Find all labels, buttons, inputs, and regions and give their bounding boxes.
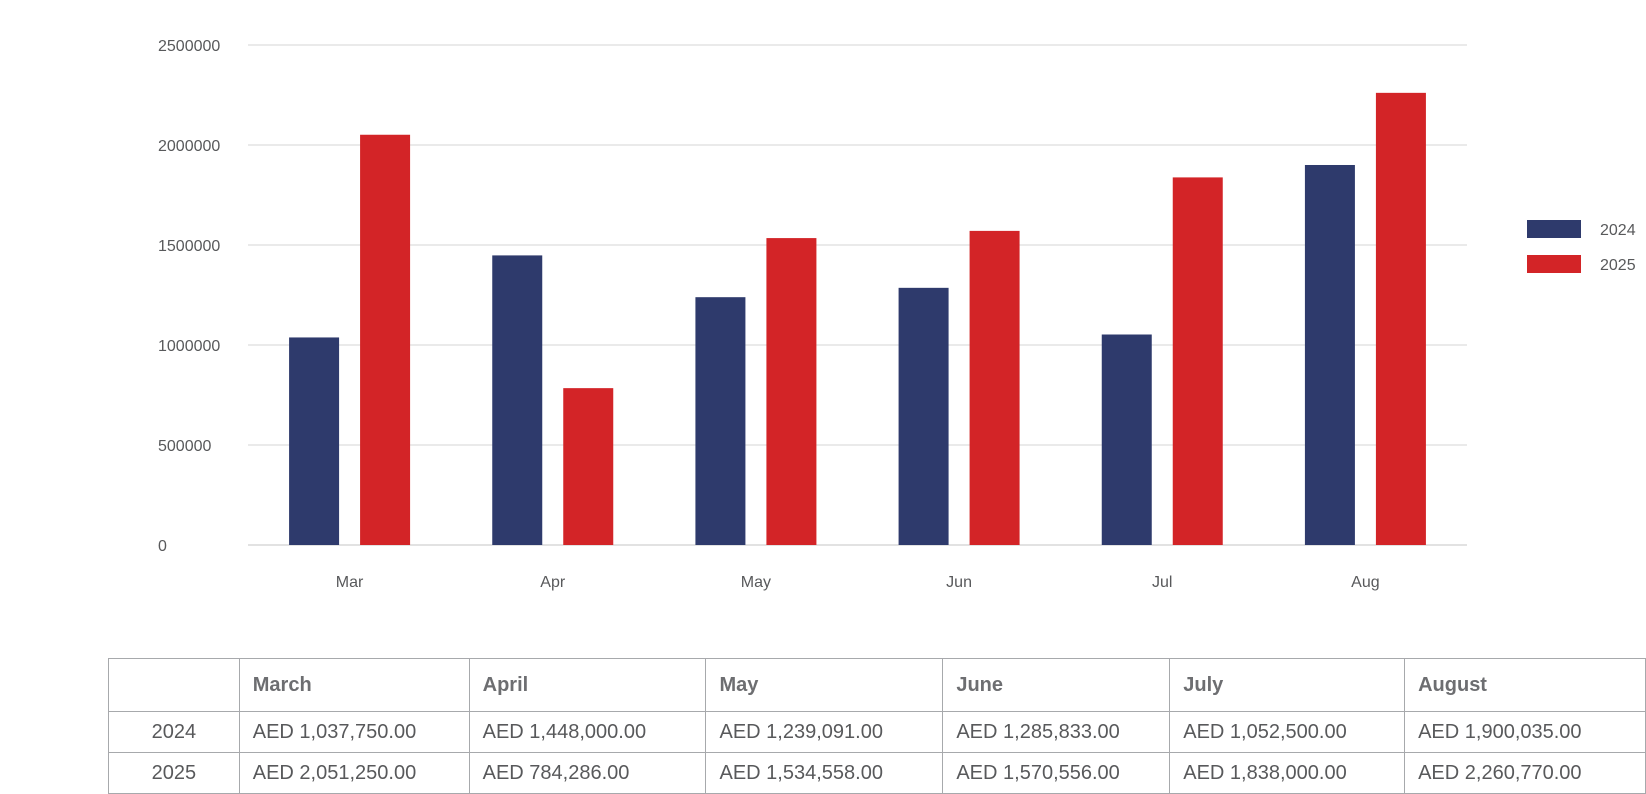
x-tick-label: Apr: [540, 574, 566, 591]
row-year: 2024: [108, 711, 240, 753]
table-cell: AED 784,286.00: [468, 752, 707, 794]
x-tick-label: Mar: [336, 574, 364, 591]
header-june: June: [942, 658, 1171, 712]
x-tick-label: Aug: [1351, 574, 1379, 591]
bar-chart: 2500000 2000000 1500000 1000000 500000 0 Mar A…: [158, 38, 1636, 591]
y-tick-label: 2500000: [158, 38, 220, 55]
table-row: 2024 AED 1,037,750.00 AED 1,448,000.00 A…: [108, 711, 1646, 753]
table-cell: AED 1,534,558.00: [705, 752, 944, 794]
bar-2025-apr: [563, 388, 614, 545]
bar-2024-jun: [898, 287, 949, 545]
bar-2025-mar: [360, 134, 411, 545]
header-august: August: [1404, 658, 1646, 712]
gridlines: [248, 44, 1467, 546]
y-tick-label: 0: [158, 538, 167, 555]
bars: [289, 92, 1426, 546]
table-cell: AED 1,448,000.00: [468, 711, 707, 753]
table-cell: AED 1,900,035.00: [1404, 711, 1646, 753]
legend-label-2025: 2025: [1600, 257, 1636, 274]
bar-2024-mar: [289, 337, 340, 545]
bar-2025-jun: [969, 230, 1020, 545]
table-cell: AED 1,285,833.00: [942, 711, 1171, 753]
header-may: May: [705, 658, 944, 712]
y-tick-label: 2000000: [158, 138, 220, 155]
bar-2025-aug: [1375, 92, 1426, 545]
y-axis: 2500000 2000000 1500000 1000000 500000 0: [158, 38, 220, 555]
y-tick-label: 500000: [158, 438, 211, 455]
table-cell: AED 1,052,500.00: [1169, 711, 1406, 753]
data-table: March April May June July August 2024 AE…: [108, 658, 1646, 794]
header-march: March: [238, 658, 470, 712]
x-tick-label: Jul: [1152, 574, 1172, 591]
table-cell: AED 2,260,770.00: [1404, 752, 1646, 794]
header-july: July: [1169, 658, 1406, 712]
table-header-row: March April May June July August: [108, 658, 1646, 712]
legend-swatch-2025: [1527, 255, 1581, 273]
header-april: April: [468, 658, 707, 712]
x-tick-label: May: [741, 574, 771, 591]
row-year: 2025: [108, 752, 240, 794]
bar-2024-apr: [492, 255, 543, 545]
table-cell: AED 1,570,556.00: [942, 752, 1171, 794]
table-cell: AED 1,037,750.00: [238, 711, 470, 753]
header-corner: [108, 658, 240, 712]
bar-2024-may: [695, 297, 746, 545]
table-cell: AED 1,239,091.00: [705, 711, 944, 753]
bar-2024-jul: [1101, 334, 1152, 545]
y-tick-label: 1000000: [158, 338, 220, 355]
legend-swatch-2024: [1527, 220, 1581, 238]
bar-2025-jul: [1172, 177, 1223, 545]
bar-2025-may: [766, 238, 817, 546]
legend-label-2024: 2024: [1600, 222, 1636, 239]
table-row: 2025 AED 2,051,250.00 AED 784,286.00 AED…: [108, 752, 1646, 794]
bar-2024-aug: [1304, 164, 1355, 546]
table-cell: AED 1,838,000.00: [1169, 752, 1406, 794]
legend: 2024 2025: [1527, 220, 1636, 274]
x-axis: Mar Apr May Jun Jul Aug: [336, 574, 1380, 591]
y-tick-label: 1500000: [158, 238, 220, 255]
table-cell: AED 2,051,250.00: [238, 752, 470, 794]
x-tick-label: Jun: [946, 574, 972, 591]
